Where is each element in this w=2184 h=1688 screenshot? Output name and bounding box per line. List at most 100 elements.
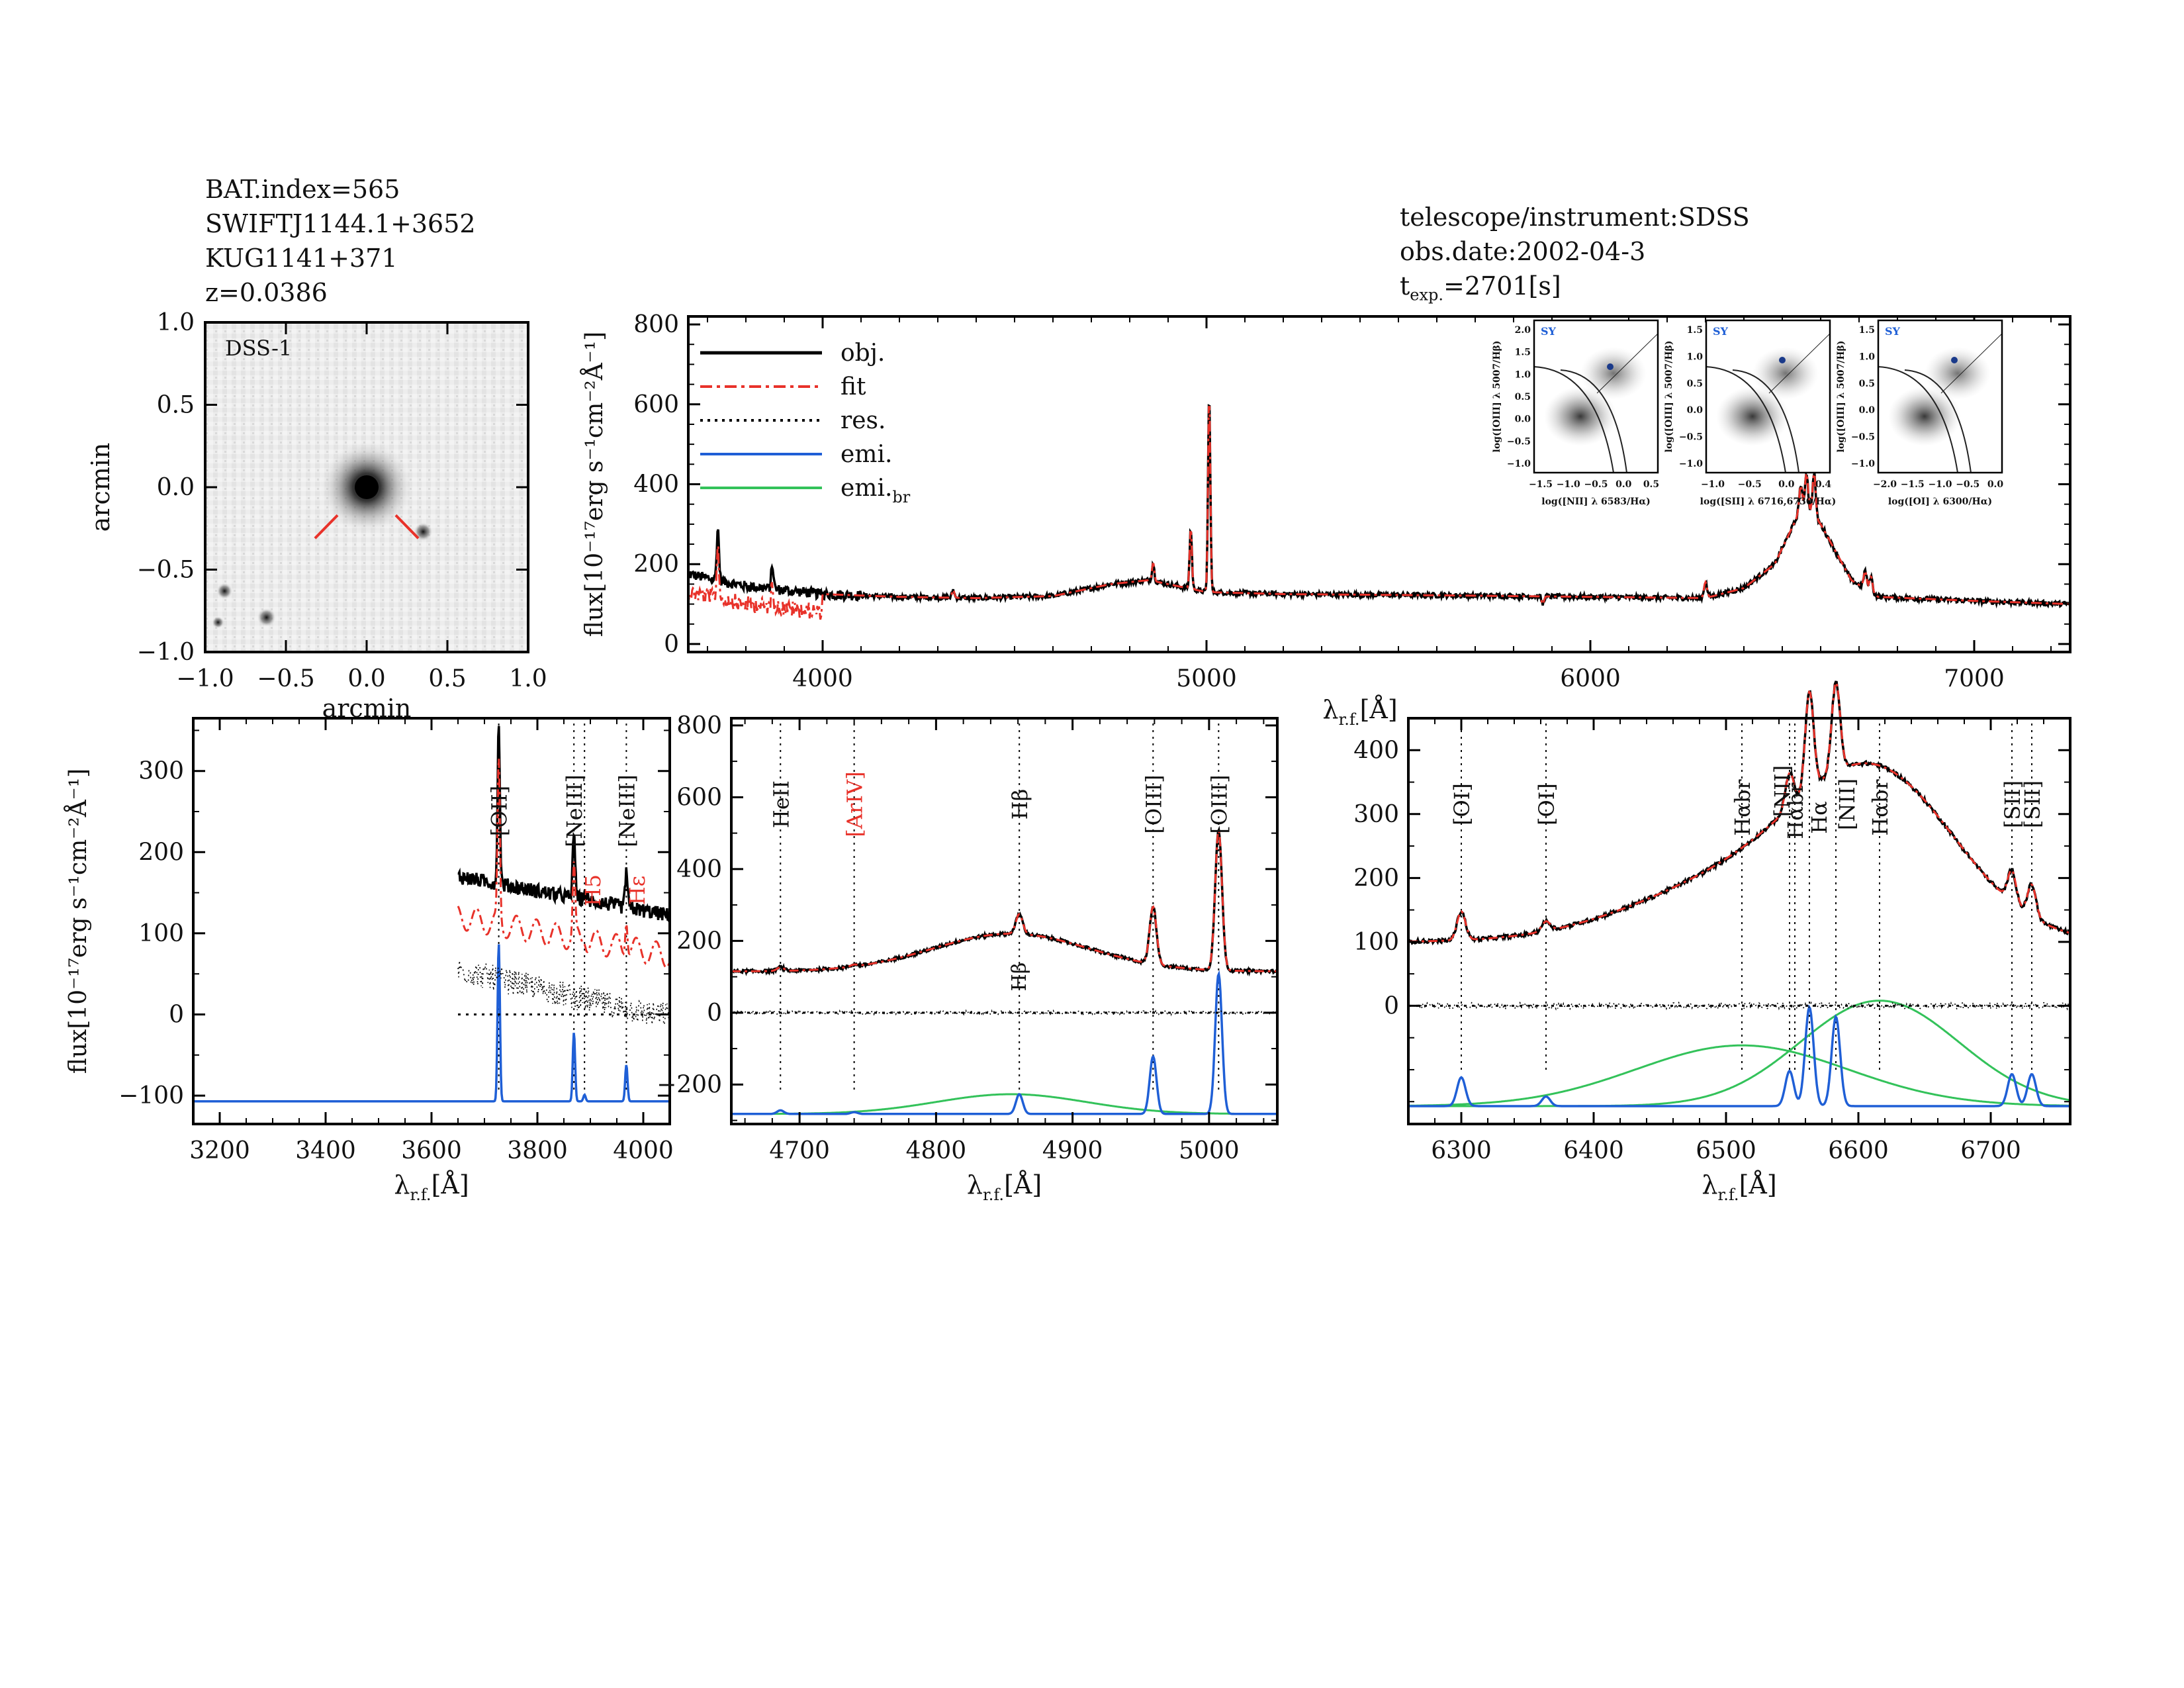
bpt-y-tick-label: 0.5: [1859, 379, 1875, 389]
lambda-subscript: r.f.: [410, 1186, 431, 1204]
line-label: [NII]: [1770, 765, 1795, 817]
line-label: H5: [580, 874, 606, 906]
line-label: Hβ: [1007, 789, 1032, 820]
line-label: Hαbr: [1730, 779, 1755, 836]
lambda-subscript: r.f.: [1338, 710, 1359, 729]
line-label: Hαbr: [1783, 782, 1808, 839]
header-right: telescope/instrument:SDSS obs.date:2002-…: [1400, 200, 1750, 312]
bpt-density-sf: [1716, 387, 1789, 446]
series-emi-broad: [731, 1093, 1277, 1115]
bpt-source-point: [1951, 357, 1958, 363]
series-res: [731, 1009, 1278, 1017]
bpt-source-point: [1779, 357, 1786, 363]
x-tick-label: 4900: [1042, 1137, 1103, 1164]
line-label: Hα: [1807, 801, 1832, 834]
x-tick-label: 0.5: [428, 665, 466, 692]
x-tick-label: 7000: [1944, 665, 2005, 692]
line-label: [NeIII]: [562, 774, 587, 847]
bpt-y-tick-label: 1.5: [1515, 348, 1531, 358]
y-tick-label: 400: [676, 856, 722, 883]
bpt-class-tag: SY: [1885, 325, 1901, 338]
bpt-density-sf: [1888, 387, 1961, 446]
y-tick-label: 0: [664, 631, 679, 658]
bpt-demarcation-curve: [1878, 366, 1958, 473]
line-label: [OII]: [487, 786, 512, 836]
legend-label: obj.: [841, 340, 885, 367]
bpt-demarcation-curve: [1560, 369, 1627, 473]
y-axis-label: arcmin: [86, 443, 115, 532]
narrow-line-label: Hβ: [1008, 962, 1031, 992]
target-marker-left: [314, 514, 339, 539]
bpt-y-tick-label: −1.0: [1507, 459, 1531, 469]
bpt-density-sf: [1544, 387, 1617, 446]
bat-index: BAT.index=565: [205, 175, 400, 204]
bpt-frame: [1705, 319, 1831, 474]
x-tick-label: 6700: [1960, 1137, 2021, 1164]
x-tick-label: 1.0: [509, 665, 547, 692]
line-label: [NII]: [1835, 778, 1860, 830]
bpt-x-tick-label: 0.0: [1778, 479, 1795, 490]
y-tick-label: −0.5: [137, 557, 195, 584]
plot-frame: [730, 717, 1279, 1125]
bpt-diagram-2: SY log([SII] λ 6716,6730/Hα) log([OIII] λ …: [1664, 319, 1836, 507]
bpt-y-tick-label: −1.0: [1679, 459, 1703, 469]
series-emi: [193, 944, 670, 1103]
redshift: z=0.0386: [205, 278, 328, 307]
line-label: [SII]: [2020, 780, 2045, 828]
line-label: Hε: [625, 876, 650, 905]
series-emi: [731, 970, 1277, 1115]
bpt-x-tick-label: 0.4: [1815, 479, 1832, 490]
line-label: [ArIV]: [842, 771, 868, 837]
bpt-y-tick-label: 1.5: [1859, 325, 1875, 336]
lambda-subscript: r.f.: [983, 1186, 1004, 1204]
y-tick-label: 800: [676, 712, 722, 739]
x-tick-label: 6600: [1828, 1137, 1889, 1164]
x-axis-label: λr.f.[Å]: [967, 1170, 1042, 1204]
line-label: [OI]: [1534, 783, 1559, 825]
line-label: [SII]: [2000, 780, 2025, 828]
bpt-y-tick-label: 1.0: [1859, 352, 1876, 362]
lambda-unit: [Å]: [1739, 1170, 1777, 1199]
legend-label: res.: [841, 407, 886, 434]
field-star: [257, 608, 276, 627]
x-tick-label: 5000: [1176, 665, 1237, 692]
bpt-x-tick-label: −1.0: [1928, 479, 1952, 490]
bpt-y-label: log([OIII] λ 5007/Hβ): [1492, 341, 1502, 453]
bpt-y-tick-label: 0.0: [1687, 405, 1704, 416]
series-fit: [457, 759, 671, 969]
series-res: [1408, 1000, 2071, 1011]
y-tick-label: 0.0: [157, 474, 195, 501]
bpt-y-label: log([OIII] λ 5007/Hβ): [1664, 341, 1674, 453]
bpt-x-tick-label: −1.0: [1557, 479, 1580, 490]
plot-frame: [687, 315, 2071, 653]
y-tick-label: 200: [1353, 865, 1399, 892]
bpt-diagram-1: SY log([NII] λ 6583/Hα) log([OIII] λ 5007/…: [1492, 319, 1659, 507]
bpt-x-tick-label: 0.0: [1987, 479, 2004, 490]
bpt-y-tick-label: 0.0: [1515, 414, 1531, 425]
x-tick-label: 3800: [507, 1137, 568, 1164]
line-label: [OI]: [1449, 783, 1475, 825]
swift-name: SWIFTJ1144.1+3652: [205, 209, 476, 238]
legend-label: emi.br: [841, 475, 911, 506]
lambda-symbol: λ: [967, 1170, 983, 1199]
legend-label: emi.: [841, 441, 892, 468]
y-tick-label: 1.0: [157, 309, 195, 336]
y-tick-label: 200: [633, 551, 679, 578]
bpt-x-tick-label: −2.0: [1873, 479, 1897, 490]
series-fit: [731, 827, 1278, 972]
x-tick-label: 3400: [295, 1137, 356, 1164]
x-tick-label: 6400: [1563, 1137, 1624, 1164]
bpt-y-tick-label: 1.0: [1687, 352, 1704, 362]
header-left: BAT.index=565 SWIFTJ1144.1+3652 KUG1141+…: [205, 172, 476, 310]
x-tick-label: 6000: [1560, 665, 1621, 692]
y-tick-label: 800: [633, 311, 679, 338]
lambda-subscript: r.f.: [1717, 1186, 1739, 1204]
series-obj: [731, 825, 1278, 977]
y-tick-label: 0.5: [157, 392, 195, 419]
y-tick-label: 0: [707, 1000, 722, 1027]
x-tick-label: 3600: [401, 1137, 462, 1164]
texp-prefix: t: [1400, 271, 1410, 301]
x-tick-label: −0.5: [257, 665, 314, 692]
bpt-x-tick-label: −0.5: [1956, 479, 1979, 490]
